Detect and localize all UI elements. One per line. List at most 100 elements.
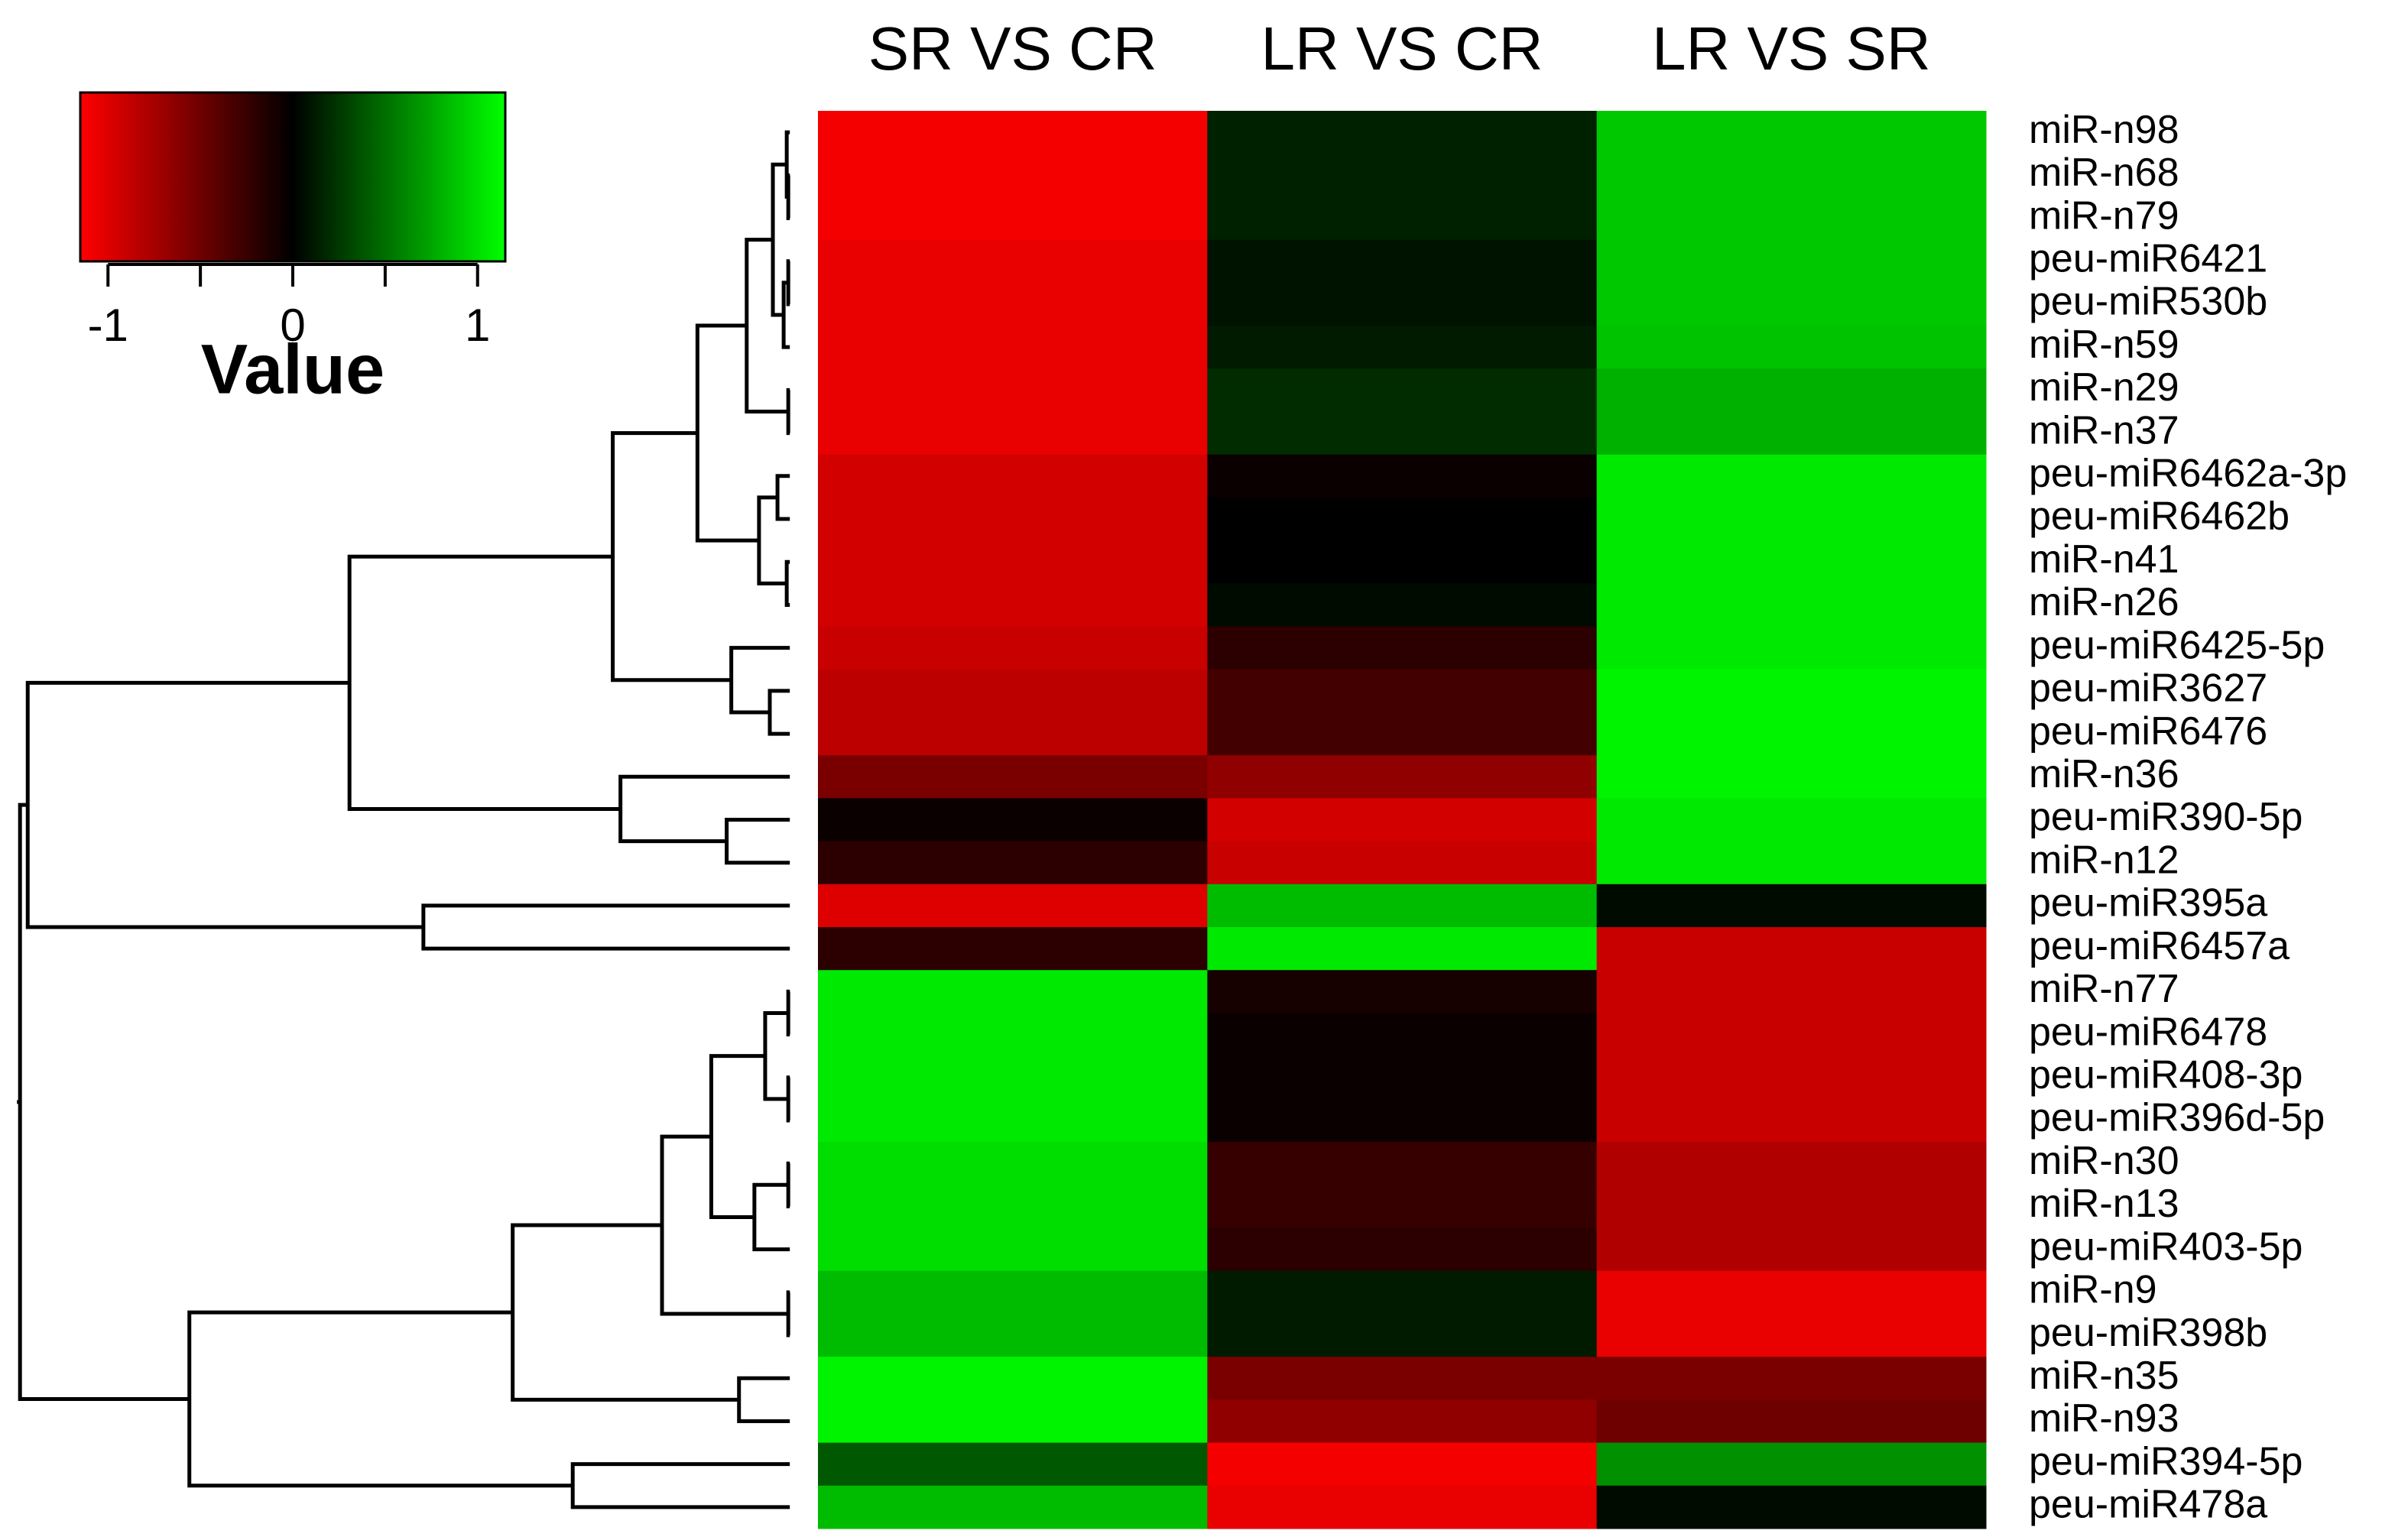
cell (1596, 626, 1987, 670)
cell (818, 154, 1208, 197)
cell (818, 1227, 1208, 1272)
dendrogram-branch (737, 1376, 790, 1423)
cell (1207, 583, 1598, 627)
cell (1207, 1357, 1598, 1400)
dendrogram-branch (757, 495, 787, 585)
dendrogram-branch (786, 1075, 790, 1123)
cell (818, 111, 1208, 154)
cell (818, 798, 1208, 842)
row-label: miR-n77 (2029, 967, 2179, 1011)
cell (1207, 154, 1598, 197)
cell (1207, 712, 1598, 756)
column-label: SR VS CR (868, 15, 1157, 83)
row-label: miR-n68 (2029, 151, 2179, 195)
cell (1596, 454, 1987, 498)
row-label: peu-miR6421 (2029, 236, 2267, 280)
cell (1596, 540, 1987, 584)
cell (1596, 1399, 1987, 1444)
cell (1207, 1399, 1598, 1444)
dendrogram-branch (786, 259, 790, 306)
colorbar (79, 91, 507, 263)
cell (818, 712, 1208, 756)
cell (818, 583, 1208, 627)
row-label: peu-miR6462a-3p (2029, 452, 2347, 496)
row-label: peu-miR6457a (2029, 924, 2290, 968)
cell (1596, 1357, 1987, 1400)
cell (818, 497, 1208, 541)
row-label: miR-n98 (2029, 108, 2179, 152)
cell (818, 1185, 1208, 1229)
dendrogram-branch (570, 1462, 790, 1509)
cell (818, 1098, 1208, 1143)
row-label: peu-miR6462b (2029, 494, 2290, 539)
row-label: peu-miR530b (2029, 280, 2267, 324)
row-label: miR-n93 (2029, 1396, 2179, 1441)
dendrogram-branch (786, 989, 790, 1037)
cell (818, 626, 1208, 670)
cell (1207, 1485, 1598, 1529)
cell (1596, 1055, 1987, 1100)
cell (1596, 1013, 1987, 1057)
row-label: miR-n37 (2029, 408, 2179, 452)
colorbar-tick-label: 0 (280, 300, 305, 351)
cell (1207, 326, 1598, 369)
cell (1207, 970, 1598, 1013)
cell (818, 1485, 1208, 1529)
dendrogram-branch (709, 1054, 765, 1219)
cell (1207, 497, 1598, 541)
dendrogram-branch (695, 323, 759, 543)
dendrogram-branch (786, 1290, 790, 1338)
cell (818, 927, 1208, 971)
cell (1207, 1142, 1598, 1185)
row-label: peu-miR395a (2029, 881, 2267, 926)
cell (818, 1357, 1208, 1400)
cell (818, 326, 1208, 369)
cell (1596, 326, 1987, 369)
dendrogram-branch (784, 559, 790, 607)
row-label: peu-miR390-5p (2029, 795, 2303, 839)
cell (818, 411, 1208, 456)
row-label: peu-miR408-3p (2029, 1053, 2303, 1098)
dendrogram-branch (771, 162, 787, 317)
cell (1207, 1442, 1598, 1487)
cell (818, 841, 1208, 885)
cell (1596, 712, 1987, 756)
cell (1596, 841, 1987, 885)
cell (818, 970, 1208, 1013)
cell (1207, 1270, 1598, 1315)
cell (818, 1142, 1208, 1185)
dendrogram-branch (763, 1010, 789, 1101)
dendrogram-branch (768, 689, 790, 736)
dendrogram-branch (347, 554, 621, 811)
cell (818, 1055, 1208, 1100)
row-label: peu-miR6476 (2029, 709, 2267, 754)
cell (1596, 884, 1987, 928)
cell (1596, 1142, 1987, 1185)
cell (1596, 1227, 1987, 1272)
cell (1207, 884, 1598, 928)
cell (1596, 411, 1987, 456)
row-label: peu-miR478a (2029, 1483, 2267, 1527)
column-label: LR VS SR (1652, 15, 1931, 83)
cell (1596, 239, 1987, 284)
dendrogram-branch (660, 1134, 789, 1316)
cell (1207, 1227, 1598, 1272)
cell (1596, 583, 1987, 627)
row-label: miR-n36 (2029, 752, 2179, 796)
column-label: LR VS CR (1261, 15, 1543, 83)
cell (1207, 411, 1598, 456)
dendrogram-branch (752, 1182, 790, 1252)
cell (1207, 111, 1598, 154)
cell (1207, 927, 1598, 971)
cell (1596, 755, 1987, 799)
cell (818, 196, 1208, 241)
row-label: miR-n30 (2029, 1139, 2179, 1183)
dendrogram-branch (421, 903, 790, 951)
cell (1596, 927, 1987, 971)
cell (1596, 798, 1987, 842)
cell (1207, 1313, 1598, 1357)
cell (818, 669, 1208, 713)
cell (1596, 1098, 1987, 1143)
cell (1596, 497, 1987, 541)
